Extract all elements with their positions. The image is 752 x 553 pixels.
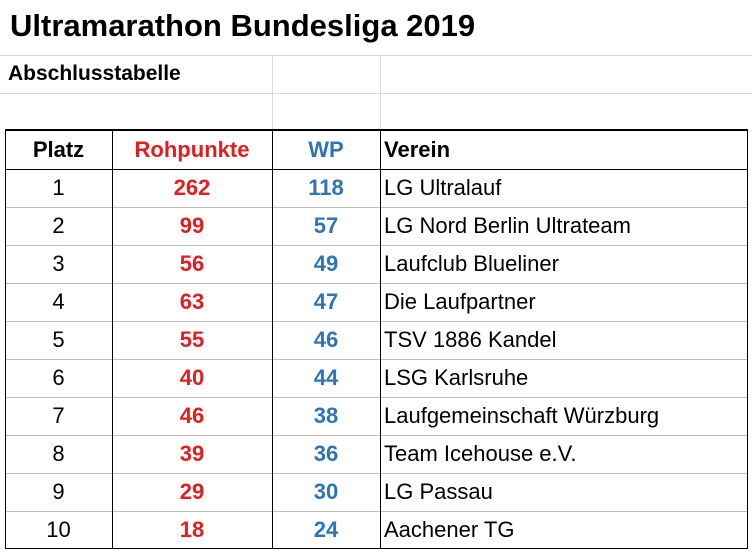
subtitle: Abschlusstabelle <box>8 62 181 85</box>
table-cell: 46 <box>179 403 205 428</box>
table-cell: 3 <box>52 251 65 276</box>
table-cell: 36 <box>313 441 339 466</box>
row-border <box>5 283 748 284</box>
gridline <box>272 55 273 130</box>
table-cell: 63 <box>179 289 205 314</box>
table-cell: LG Ultralauf <box>384 175 502 200</box>
table-cell: 118 <box>308 175 344 200</box>
row-border <box>5 321 748 322</box>
column-header: Rohpunkte <box>134 137 250 162</box>
table-border <box>380 129 381 549</box>
table-cell: Aachener TG <box>384 517 515 542</box>
table-cell: 38 <box>313 403 339 428</box>
table-cell: 5 <box>52 327 65 352</box>
table-cell: LG Nord Berlin Ultrateam <box>384 213 631 238</box>
table-border <box>5 169 748 170</box>
table-cell: 10 <box>46 517 71 542</box>
table-cell: LSG Karlsruhe <box>384 365 529 390</box>
row-border <box>5 245 748 246</box>
table-cell: 9 <box>52 479 65 504</box>
table-cell: 262 <box>173 175 211 200</box>
table-cell: 8 <box>52 441 65 466</box>
table-cell: 7 <box>52 403 65 428</box>
table-cell: 30 <box>313 479 339 504</box>
table-cell: TSV 1886 Kandel <box>384 327 557 352</box>
table-border <box>272 129 273 549</box>
table-cell: 40 <box>179 365 205 390</box>
table-border <box>747 129 748 549</box>
table-cell: 1 <box>52 175 65 200</box>
table-cell: 56 <box>179 251 205 276</box>
table-border <box>112 129 113 549</box>
row-border <box>5 359 748 360</box>
column-header: Verein <box>384 137 451 162</box>
table-cell: 46 <box>313 327 339 352</box>
table-cell: 4 <box>52 289 65 314</box>
table-cell: 47 <box>313 289 339 314</box>
table-cell: Die Laufpartner <box>384 289 536 314</box>
table-cell: 57 <box>313 213 339 238</box>
column-header: Platz <box>32 137 85 162</box>
gridline <box>0 55 752 56</box>
table-cell: 18 <box>179 517 205 542</box>
title: Ultramarathon Bundesliga 2019 <box>10 8 476 43</box>
table-cell: 29 <box>179 479 205 504</box>
table-cell: LG Passau <box>384 479 493 504</box>
column-header: WP <box>308 137 344 162</box>
table-cell: Laufgemeinschaft Würzburg <box>384 403 660 428</box>
table-border <box>5 548 748 549</box>
table-cell: 99 <box>179 213 205 238</box>
table-border <box>5 129 6 549</box>
table-cell: 6 <box>52 365 65 390</box>
row-border <box>5 473 748 474</box>
table-cell: 24 <box>313 517 339 542</box>
row-border <box>5 397 748 398</box>
table-cell: 49 <box>313 251 339 276</box>
table-cell: 44 <box>313 365 339 390</box>
table-cell: 39 <box>179 441 205 466</box>
row-border <box>5 435 748 436</box>
table-cell: Laufclub Blueliner <box>384 251 559 276</box>
table-cell: Team Icehouse e.V. <box>384 441 577 466</box>
row-border <box>5 511 748 512</box>
row-border <box>5 207 748 208</box>
table-cell: 2 <box>52 213 65 238</box>
gridline <box>0 93 752 94</box>
table-border <box>5 129 748 131</box>
table-cell: 55 <box>179 327 205 352</box>
gridline <box>380 55 381 130</box>
